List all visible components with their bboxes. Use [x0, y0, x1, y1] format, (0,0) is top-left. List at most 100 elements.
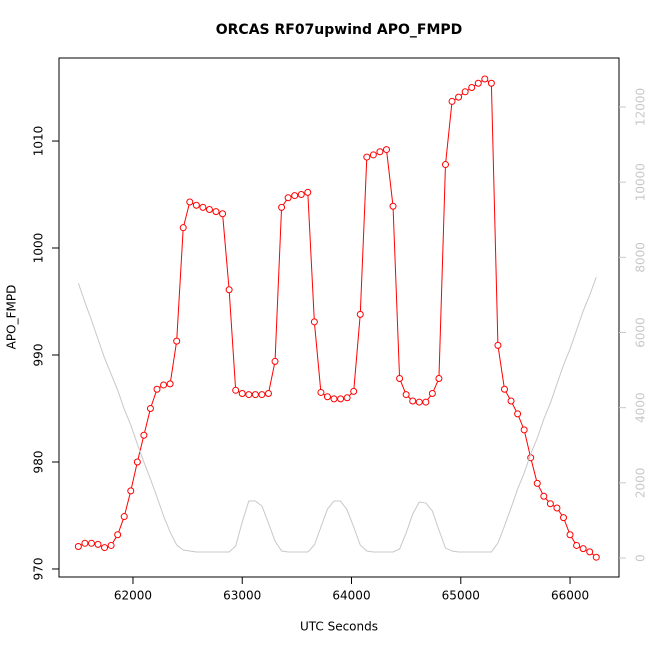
- data-line: [77, 276, 597, 553]
- chart-title: ORCAS RF07upwind APO_FMPD: [216, 22, 463, 38]
- data-point: [330, 395, 338, 403]
- data-point: [468, 84, 476, 92]
- data-point: [278, 203, 286, 211]
- data-point: [487, 79, 495, 87]
- data-point: [376, 148, 384, 156]
- data-point: [409, 397, 417, 405]
- data-point: [245, 391, 253, 399]
- data-point: [186, 198, 194, 206]
- data-point: [428, 390, 436, 398]
- y2-tick-label: 0: [634, 554, 648, 562]
- y2-tick-label: 10000: [634, 163, 648, 201]
- data-point: [586, 548, 594, 556]
- data-point: [310, 318, 318, 326]
- data-point: [435, 375, 443, 383]
- plot-frame: [58, 57, 620, 578]
- y-tick-label: 1010: [32, 126, 46, 157]
- y2-tick-label: 6000: [634, 317, 648, 348]
- data-point: [205, 205, 213, 213]
- data-point: [74, 543, 82, 551]
- data-point: [566, 531, 574, 539]
- data-point: [481, 75, 489, 83]
- y-tick-label: 970: [32, 558, 46, 581]
- data-point: [382, 146, 390, 154]
- data-point: [264, 390, 272, 398]
- data-point: [494, 341, 502, 349]
- data-point: [553, 504, 561, 512]
- data-point: [448, 97, 456, 105]
- data-point: [415, 398, 423, 406]
- data-point: [369, 151, 377, 159]
- data-point: [140, 431, 148, 439]
- data-point: [350, 387, 358, 395]
- data-point: [573, 541, 581, 549]
- data-point: [337, 395, 345, 403]
- y2-tick-label: 2000: [634, 468, 648, 499]
- x-tick-label: 64000: [332, 589, 370, 603]
- data-point: [291, 192, 299, 200]
- data-point: [441, 161, 449, 169]
- data-point: [474, 79, 482, 87]
- data-point: [232, 386, 240, 394]
- x-tick-label: 62000: [114, 589, 152, 603]
- data-point: [212, 208, 220, 216]
- data-point: [514, 410, 522, 418]
- data-point: [546, 500, 554, 508]
- data-point: [343, 394, 351, 402]
- y2-tick-label: 12000: [634, 88, 648, 126]
- data-point: [94, 540, 102, 548]
- data-point: [389, 202, 397, 210]
- data-point: [507, 397, 515, 405]
- data-point: [127, 487, 135, 495]
- data-point: [461, 88, 469, 96]
- y-axis-label: APO_FMPD: [5, 285, 19, 350]
- data-point: [225, 286, 233, 294]
- data-point: [271, 357, 279, 365]
- data-point: [396, 375, 404, 383]
- data-point: [179, 224, 187, 232]
- data-point: [160, 381, 168, 389]
- data-point: [317, 388, 325, 396]
- data-point: [402, 391, 410, 399]
- data-point: [297, 191, 305, 199]
- data-point: [500, 385, 508, 393]
- data-point: [363, 153, 371, 161]
- data-point: [146, 404, 154, 412]
- y2-tick-label: 4000: [634, 392, 648, 423]
- data-point: [323, 393, 331, 401]
- data-point: [592, 553, 600, 561]
- data-point: [87, 539, 95, 547]
- data-point: [251, 391, 259, 399]
- data-point: [284, 194, 292, 202]
- x-tick-label: 63000: [223, 589, 261, 603]
- data-point: [153, 385, 161, 393]
- data-point: [540, 492, 548, 500]
- data-point: [219, 210, 227, 218]
- data-point: [455, 93, 463, 101]
- y-tick-label: 990: [32, 344, 46, 367]
- y-tick-label: 980: [32, 451, 46, 474]
- data-point: [81, 539, 89, 547]
- x-axis-label: UTC Seconds: [300, 620, 378, 634]
- data-point: [120, 513, 128, 521]
- data-point: [356, 310, 364, 318]
- data-point: [559, 514, 567, 522]
- data-point: [238, 390, 246, 398]
- data-point: [166, 380, 174, 388]
- data-point: [114, 531, 122, 539]
- data-point: [533, 479, 541, 487]
- x-tick-label: 66000: [551, 589, 589, 603]
- y-tick-label: 1000: [32, 233, 46, 264]
- x-tick-label: 65000: [442, 589, 480, 603]
- data-point: [192, 201, 200, 209]
- data-point: [133, 458, 141, 466]
- data-point: [304, 188, 312, 196]
- data-point: [579, 545, 587, 553]
- data-point: [520, 426, 528, 434]
- data-point: [422, 398, 430, 406]
- data-point: [101, 544, 109, 552]
- y2-tick-label: 8000: [634, 242, 648, 273]
- data-point: [107, 541, 115, 549]
